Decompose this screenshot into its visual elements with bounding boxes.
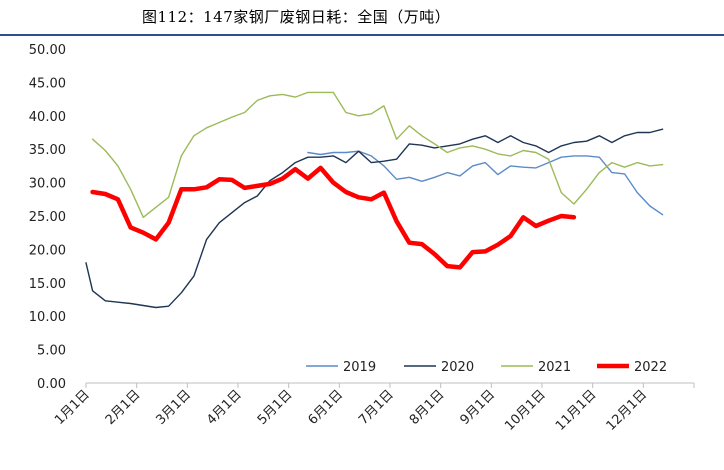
- header-rule: [0, 34, 724, 36]
- y-tick-label: 15.00: [29, 277, 66, 292]
- x-tick-label: 4月1日: [204, 387, 245, 428]
- y-tick-label: 30.00: [29, 177, 66, 192]
- x-tick-label: 8月1日: [407, 387, 448, 428]
- x-tick-label: 9月1日: [457, 387, 498, 428]
- y-tick-label: 25.00: [29, 210, 66, 225]
- chart-title: 图112：147家钢厂废钢日耗：全国（万吨）: [142, 8, 451, 26]
- legend-label-2019: 2019: [343, 360, 376, 375]
- y-tick-label: 10.00: [29, 310, 66, 325]
- legend-label-2021: 2021: [538, 360, 571, 375]
- x-axis: 1月1日 2月1日 3月1日 4月1日 5月1日 6月1日 7月1日 8月1日 9月1日 10月1…: [52, 382, 695, 434]
- x-tick-label: 7月1日: [356, 387, 397, 428]
- y-tick-label: 45.00: [29, 76, 66, 91]
- x-tick-label: 3月1日: [153, 387, 194, 428]
- series-line-2022: [90, 165, 577, 270]
- y-tick-label: 40.00: [29, 110, 66, 125]
- x-tick-label: 2月1日: [103, 387, 144, 428]
- legend: 2019 2020 2021 2022: [306, 360, 667, 375]
- y-tick-label: 0.00: [37, 377, 66, 392]
- x-tick-label: 5月1日: [255, 387, 296, 428]
- y-tick-label: 5.00: [37, 344, 66, 359]
- x-tick-label: 12月1日: [604, 387, 651, 434]
- series-line-2019: [307, 150, 664, 216]
- x-tick-label: 1月1日: [52, 387, 93, 428]
- y-tick-label: 35.00: [29, 143, 66, 158]
- y-tick-label: 50.00: [29, 43, 66, 58]
- legend-label-2022: 2022: [634, 360, 667, 375]
- x-tick-label: 6月1日: [305, 387, 346, 428]
- y-axis-labels: 0.00 5.00 10.00 15.00 20.00 25.00 30.00 35.00 40…: [29, 43, 66, 392]
- y-tick-label: 20.00: [29, 243, 66, 258]
- x-tick-label: 11月1日: [553, 387, 600, 434]
- legend-label-2020: 2020: [441, 360, 474, 375]
- series-layer: [85, 91, 664, 309]
- series-line-2020: [85, 128, 664, 309]
- x-tick-label: 10月1日: [502, 387, 549, 434]
- series-line-2021: [91, 91, 664, 219]
